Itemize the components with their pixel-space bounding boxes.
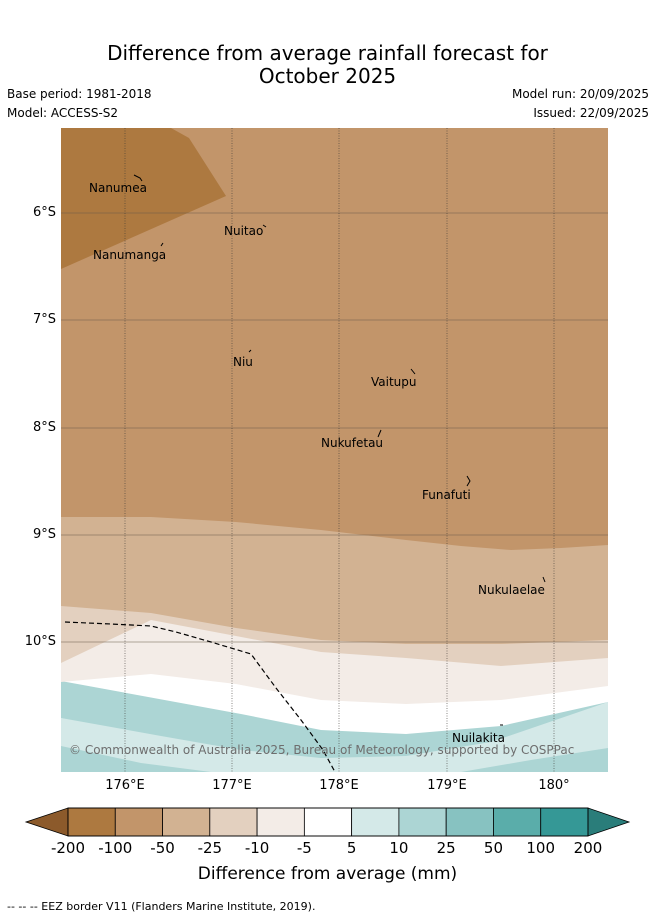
island-nukufetau [377,429,382,438]
colorbar-title: Difference from average (mm) [197,864,458,884]
place-nanumea: Nanumea [89,181,147,195]
place-vaitupu: Vaitupu [371,375,417,389]
colorbar-tick-label: 25 [436,839,456,857]
lon-tick-179e: 179°E [427,778,467,793]
place-nuilakita: Nuilakita [452,731,505,745]
island-nuitao [262,224,267,228]
colorbar-extend-high [587,807,631,837]
lon-tick-177e: 177°E [212,778,252,793]
rainfall-map [61,128,608,772]
model-run: Model run: 20/09/2025 [511,87,649,101]
colorbar-tick-label: -10 [244,839,270,857]
colorbar-swatch [398,807,447,837]
island-nanumea [133,174,143,182]
base-period: Base period: 1981-2018 [7,87,152,101]
island-niu [248,349,252,353]
band-10-to-25-left [61,746,211,772]
lat-tick-9s: 9°S [32,527,56,542]
colorbar-tick-label: 50 [483,839,503,857]
lat-tick-10s: 10°S [24,634,56,649]
place-nuitao: Nuitao [224,224,264,238]
colorbar-swatch [351,807,400,837]
island-nukulaelae [542,576,546,583]
colorbar-tick-label: 200 [573,839,603,857]
colorbar-tick-label: 100 [526,839,556,857]
colorbar-swatch [67,807,116,837]
colorbar-swatch [303,807,353,837]
colorbar-tick-label: -25 [197,839,223,857]
island-nanumanga [160,242,164,247]
island-funafuti [466,475,471,487]
place-nukulaelae: Nukulaelae [478,583,545,597]
lat-tick-8s: 8°S [32,420,56,435]
colorbar-swatch [256,807,305,837]
colorbar-swatch [162,807,211,837]
lon-tick-178e: 178°E [319,778,359,793]
eez-border-line [64,621,336,772]
place-nukufetau: Nukufetau [321,436,384,450]
title-line-2: October 2025 [258,64,397,88]
lon-tick-180: 180° [538,778,570,793]
colorbar-tick-label: -5 [296,839,312,857]
colorbar-swatch [114,807,163,837]
eez-legend: -- -- -- EEZ border V11 (Flanders Marine… [7,900,316,913]
lon-tick-176e: 176°E [105,778,145,793]
colorbar-extend-low [24,807,69,837]
colorbar-tick-label: 10 [389,839,409,857]
colorbar-tick-label: -100 [98,839,133,857]
colorbar-swatch [540,807,589,837]
island-vaitupu [410,368,416,375]
colorbar-tick-label: -50 [150,839,175,857]
model-name: Model: ACCESS-S2 [7,106,119,120]
place-funafuti: Funafuti [422,488,471,502]
lat-tick-6s: 6°S [32,205,56,220]
band-5-to-10-lower [61,718,608,772]
title-line-1: Difference from average rainfall forecas… [107,41,548,65]
issued-date: Issued: 22/09/2025 [533,106,649,120]
colorbar-swatch [445,807,494,837]
band-minus100-to-50 [61,128,608,550]
band-minus200-to-100 [61,128,226,269]
band-10-to-25-right [461,748,608,772]
copyright-notice: © Commonwealth of Australia 2025, Bureau… [69,743,575,757]
place-nanumanga: Nanumanga [93,248,167,262]
colorbar-tick-label: 5 [346,839,357,857]
colorbar-swatch [493,807,542,837]
colorbar-tick-label: -200 [50,839,86,857]
map-title: Difference from average rainfall forecas… [0,42,655,88]
lat-tick-7s: 7°S [32,312,56,327]
place-niu: Niu [233,355,253,369]
colorbar-frame [67,807,589,837]
colorbar-swatch [209,807,258,837]
colorbar [24,807,631,837]
